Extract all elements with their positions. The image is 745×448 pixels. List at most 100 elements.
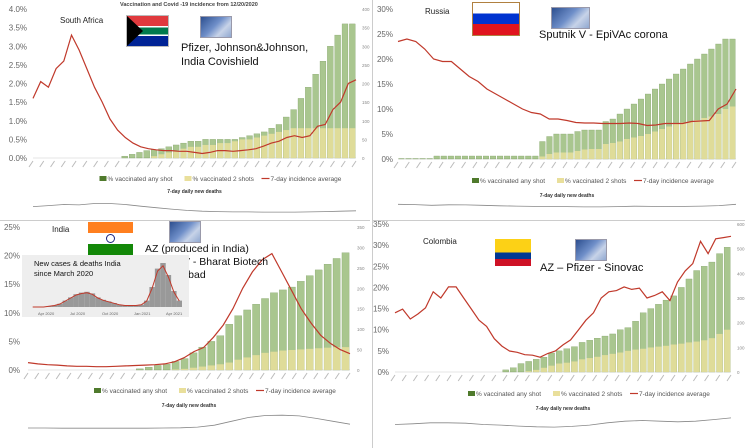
deaths-line: [28, 414, 351, 429]
deaths-line: [32, 203, 357, 213]
x-axis-date-tick: [704, 374, 710, 382]
legend-any-shot: % vaccinated any shot: [108, 176, 173, 183]
bar-two-shots: [253, 137, 260, 158]
bar-two-shots: [539, 156, 546, 159]
x-axis-date-tick: [184, 372, 190, 380]
x-axis-date-tick: [93, 160, 99, 168]
inset-cases-bar: [176, 300, 182, 307]
legend-swatch-two-shots: [179, 388, 186, 393]
right-axis-tick-label: 0: [362, 156, 365, 161]
bar-any-shot: [129, 154, 136, 159]
bar-any-shot: [517, 363, 525, 373]
bar-two-shots: [715, 114, 722, 159]
bar-two-shots: [198, 366, 206, 370]
x-axis-date-tick: [517, 161, 523, 169]
left-axis-tick-label: 30%: [373, 241, 389, 250]
x-axis-date-tick: [200, 160, 206, 168]
right-axis-tick-label: 0: [357, 368, 360, 373]
x-axis-date-tick: [648, 374, 654, 382]
left-axis-tick-label: 20%: [377, 55, 393, 64]
x-axis-date-tick: [345, 372, 351, 380]
x-axis-date-tick: [103, 160, 109, 168]
left-axis-tick-label: 20%: [4, 252, 20, 261]
x-axis-date-tick: [130, 372, 136, 380]
deaths-line: [397, 203, 737, 208]
x-axis-date-tick: [461, 161, 467, 169]
right-axis-tick-label: 200: [737, 321, 745, 326]
legend-two-shots: % vaccinated 2 shots: [565, 178, 627, 185]
legend-two-shots: % vaccinated 2 shots: [561, 391, 623, 398]
x-axis-date-tick: [720, 161, 726, 169]
bar-two-shots: [268, 133, 275, 158]
country-label: India: [52, 225, 70, 234]
bar-two-shots: [645, 134, 651, 159]
legend-any-shot: % vaccinated any shot: [102, 388, 167, 395]
x-axis-date-tick: [98, 372, 104, 380]
x-axis-date-tick: [141, 372, 147, 380]
vaccine-line: India Covishield: [181, 56, 259, 68]
x-axis-date-tick: [528, 161, 534, 169]
bar-any-shot: [398, 158, 405, 160]
right-axis-tick-label: 500: [737, 247, 745, 252]
bar-any-shot: [145, 366, 153, 371]
left-axis-tick-label: 25%: [377, 30, 393, 39]
vaccine-image: [169, 221, 201, 243]
bar-two-shots: [158, 154, 165, 158]
bar-two-shots: [579, 359, 586, 372]
x-axis-date-tick: [596, 161, 602, 169]
bar-any-shot: [447, 155, 454, 160]
right-axis-tick-label: 250: [357, 266, 365, 271]
vaccine-image: [575, 239, 607, 261]
inset-x-tick-label: Apr 2021: [166, 311, 183, 316]
right-axis-tick-label: 0: [737, 370, 740, 375]
bar-two-shots: [673, 124, 679, 159]
x-axis-date-tick: [483, 161, 489, 169]
x-axis-date-tick: [692, 374, 698, 382]
x-axis-date-tick: [686, 161, 692, 169]
bar-two-shots: [189, 367, 198, 370]
inset-title-line: New cases & deaths India: [34, 259, 121, 268]
right-axis-tick-label: 200: [362, 82, 370, 87]
inset-cases-bar: [57, 303, 63, 307]
bar-any-shot: [136, 152, 143, 159]
x-axis-date-tick: [28, 160, 34, 168]
x-axis-date-tick: [109, 372, 115, 380]
bar-two-shots: [306, 348, 314, 370]
right-axis-tick-label: 350: [362, 26, 370, 31]
x-axis-date-tick: [308, 160, 314, 168]
left-axis-tick-label: 15%: [377, 80, 393, 89]
bar-two-shots: [546, 154, 553, 159]
right-axis-tick-label: 300: [737, 296, 745, 301]
bar-any-shot: [504, 155, 511, 160]
vaccine-line: AZ (produced in India): [145, 243, 249, 255]
ashoka-chakra-icon: [106, 234, 115, 243]
bar-two-shots: [640, 348, 647, 372]
chart-india: 0% 5% 10% 15% 20% 25% 0 50 100 150 200 250 300 350 % v…: [4, 223, 365, 429]
bar-any-shot: [419, 158, 426, 160]
bar-any-shot: [511, 155, 518, 160]
right-axis-tick-label: 200: [357, 286, 365, 291]
incidence-line: [397, 38, 737, 127]
x-axis-date-tick: [491, 374, 497, 382]
left-axis-tick-label: 10%: [4, 309, 20, 318]
x-axis-date-tick: [173, 372, 179, 380]
bar-two-shots: [180, 148, 187, 158]
bar-two-shots: [525, 371, 532, 372]
legend-any-shot: % vaccinated any shot: [480, 178, 545, 185]
bar-two-shots: [659, 129, 665, 159]
x-axis-date-tick: [641, 161, 647, 169]
bar-two-shots: [173, 150, 180, 158]
x-axis-date-tick: [60, 160, 66, 168]
bar-two-shots: [567, 152, 574, 159]
inset-cases-bar: [144, 300, 150, 307]
x-axis-date-tick: [286, 160, 292, 168]
legend-incidence: 7-day incidence average: [265, 388, 336, 395]
x-axis-date-tick: [603, 374, 609, 382]
bar-any-shot: [405, 158, 412, 160]
bar-any-shot: [525, 155, 532, 160]
x-axis-date-tick: [319, 160, 325, 168]
bar-two-shots: [540, 367, 547, 372]
x-axis-date-tick: [659, 374, 665, 382]
inset-cases-bar: [95, 297, 101, 307]
right-axis-tick-label: 100: [737, 345, 745, 350]
